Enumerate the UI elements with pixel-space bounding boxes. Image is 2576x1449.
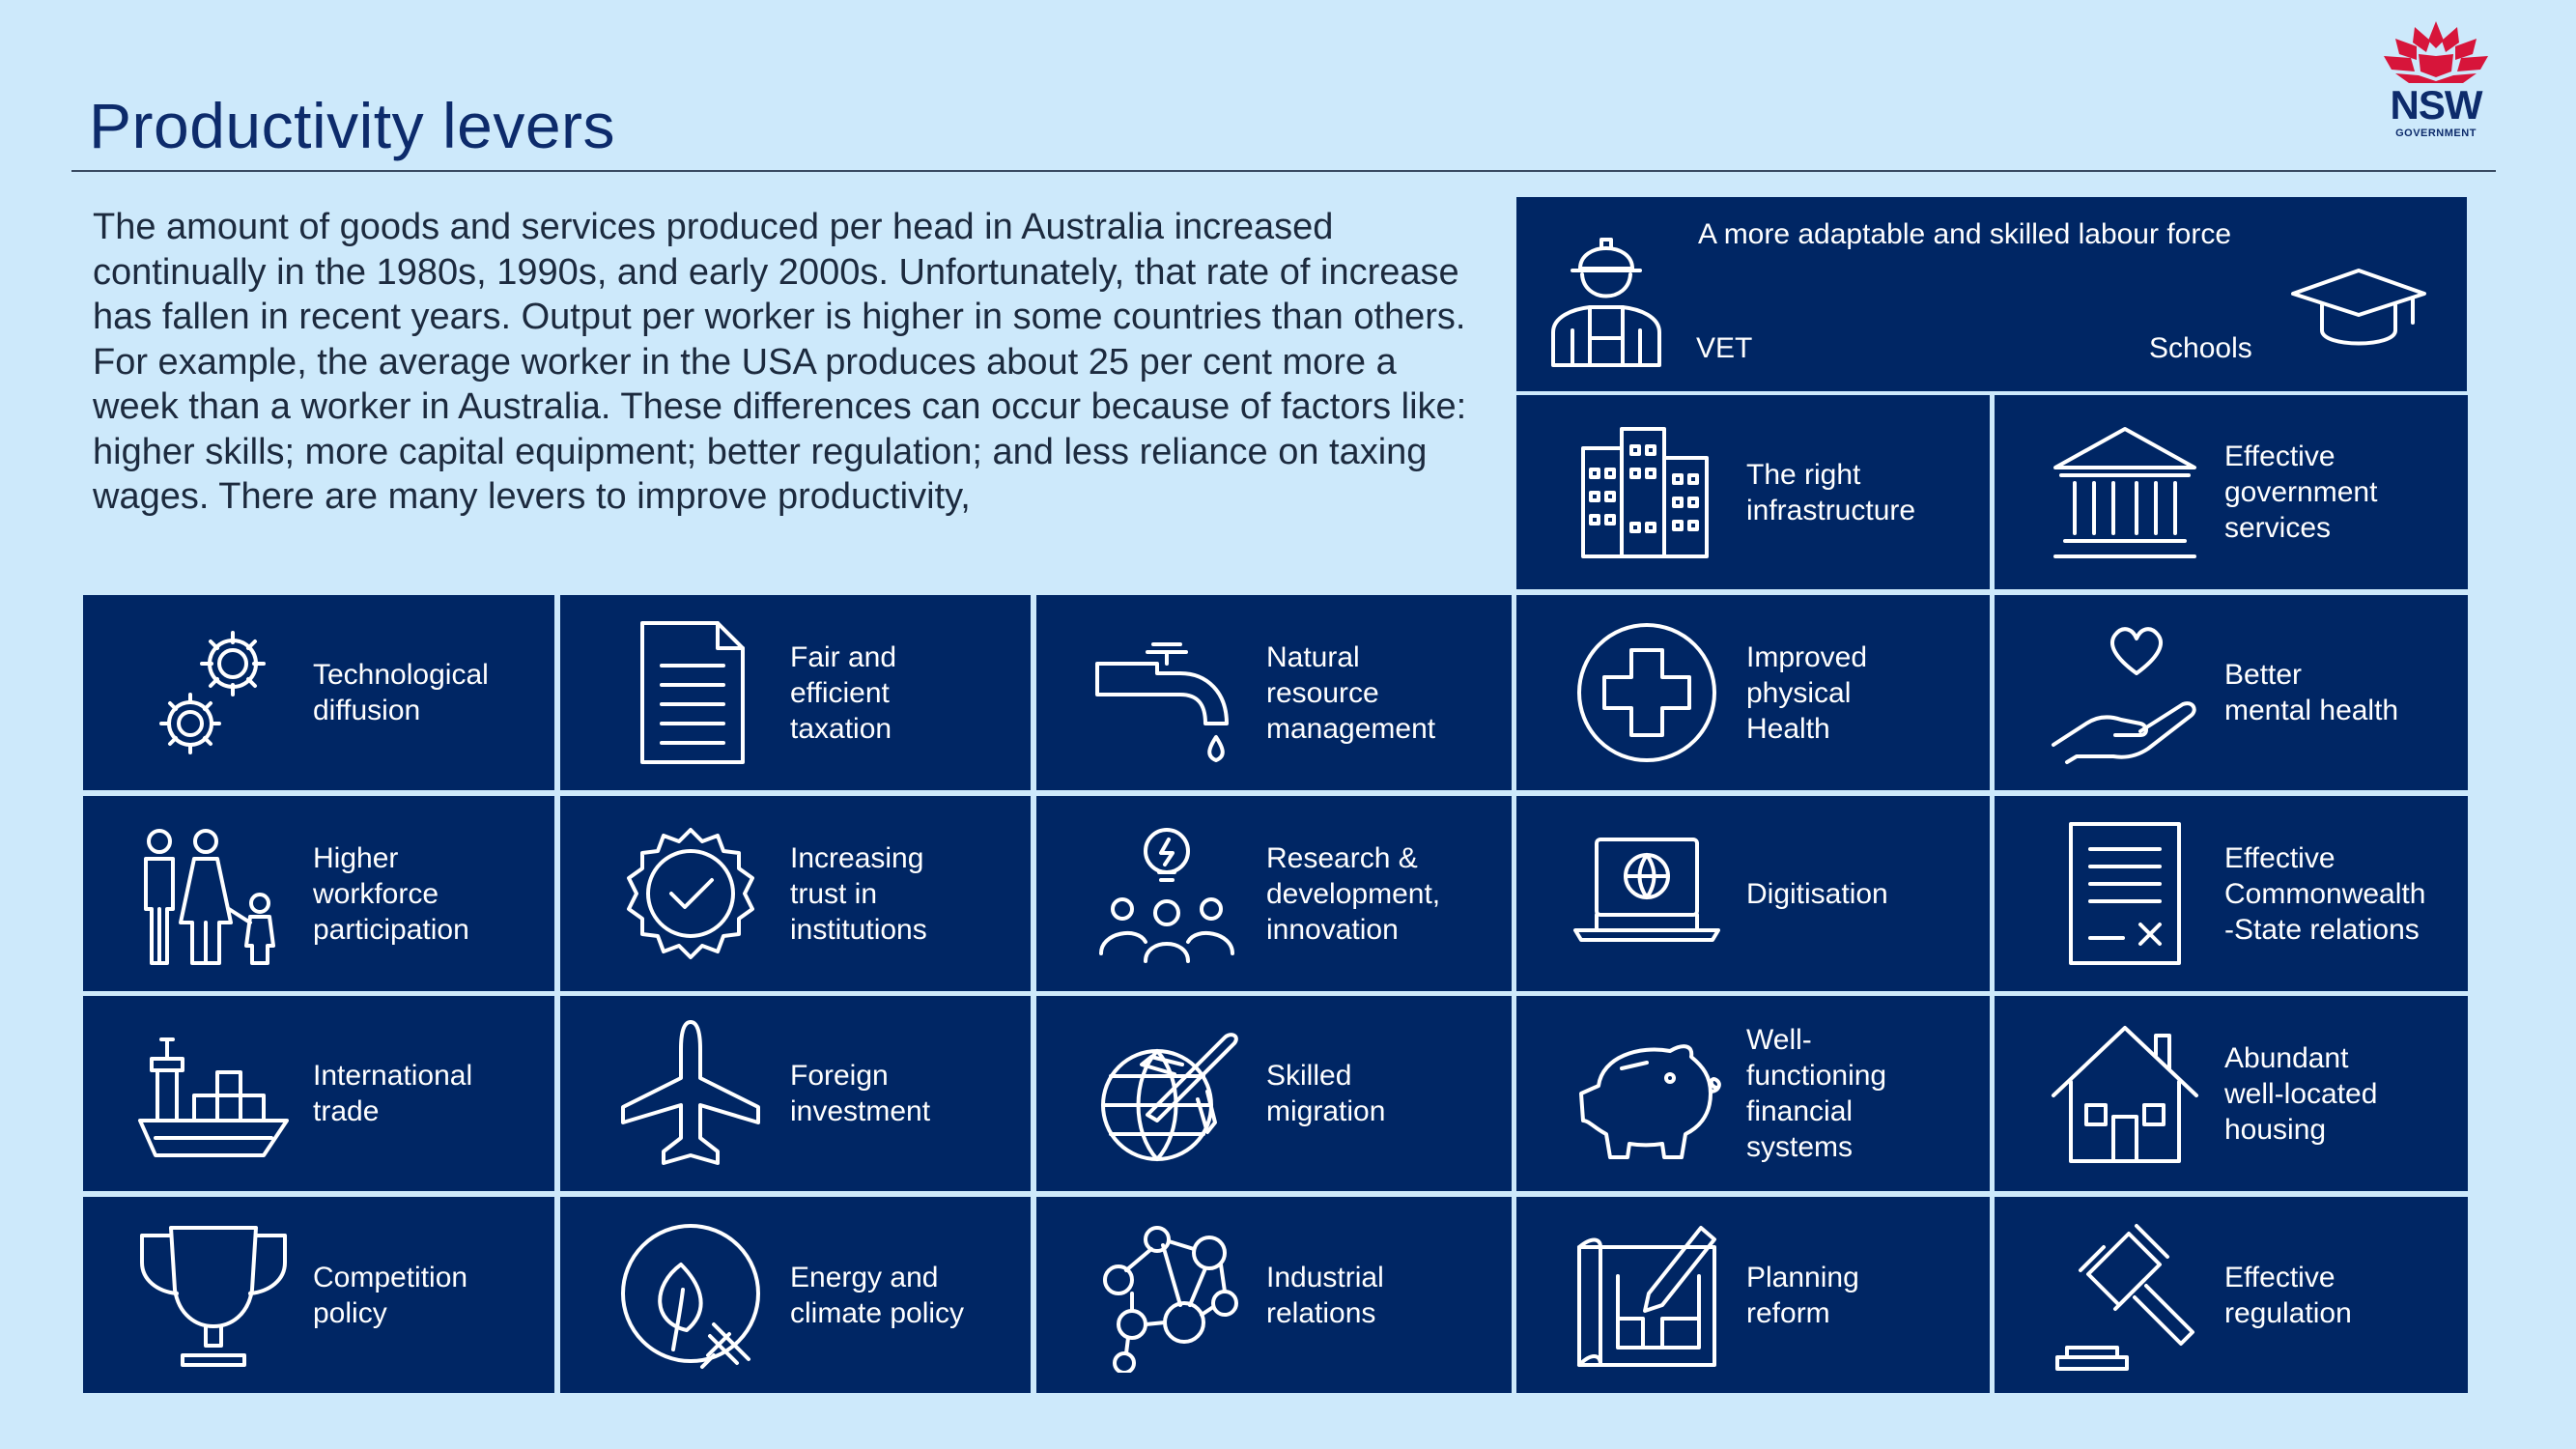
lever-tile: Technological diffusion — [83, 595, 554, 790]
lever-tile: Well- functioning financial systems — [1516, 996, 1990, 1191]
nsw-government-logo: NSW GOVERNMENT — [2376, 19, 2497, 145]
lever-label: Abundant well-located housing — [2224, 1041, 2378, 1146]
lever-label: Effective regulation — [2224, 1261, 2352, 1329]
badge-check-icon — [560, 796, 821, 991]
lever-label: Foreign investment — [790, 1060, 931, 1127]
lever-tile: Effective regulation — [1995, 1197, 2468, 1393]
page-title: Productivity levers — [89, 90, 616, 161]
lever-label: Higher workforce participation — [313, 841, 469, 946]
vet-label: VET — [1696, 332, 1753, 364]
network-icon — [1036, 1197, 1297, 1393]
lever-label: Fair and efficient taxation — [790, 640, 897, 745]
title-divider — [71, 170, 2496, 172]
lever-tile: Better mental health — [1995, 595, 2468, 790]
gavel-icon — [1995, 1197, 2255, 1393]
laptop-globe-icon — [1516, 796, 1777, 991]
piggy-bank-icon — [1516, 996, 1777, 1191]
lever-label: Improved physical Health — [1746, 640, 1868, 745]
lever-tile: Skilled migration — [1036, 996, 1512, 1191]
lever-label: The right infrastructure — [1746, 458, 1916, 526]
lever-tile: Improved physical Health — [1516, 595, 1990, 790]
lever-tile: Increasing trust in institutions — [560, 796, 1031, 991]
lever-tile: Higher workforce participation — [83, 796, 554, 991]
lever-label: International trade — [313, 1060, 473, 1127]
lever-label: Skilled migration — [1266, 1060, 1386, 1127]
heart-hand-icon — [1995, 595, 2255, 790]
lever-label: Better mental health — [2224, 659, 2399, 726]
lever-tile: Industrial relations — [1036, 1197, 1512, 1393]
lever-label: Planning reform — [1746, 1261, 1859, 1329]
lever-label: Effective Commonwealth -State relations — [2224, 841, 2426, 946]
lever-label: Well- functioning financial systems — [1746, 1024, 1887, 1163]
lever-tile: Energy and climate policy — [560, 1197, 1031, 1393]
labour-worker-icon — [1543, 224, 1669, 369]
lever-label: Digitisation — [1746, 877, 1888, 910]
labour-force-heading: A more adaptable and skilled labour forc… — [1698, 218, 2232, 250]
lever-label: Technological diffusion — [313, 659, 489, 726]
blueprint-icon — [1516, 1197, 1777, 1393]
lever-tile: Effective government services — [1995, 395, 2468, 589]
intro-paragraph: The amount of goods and services produce… — [93, 207, 1467, 517]
buildings-icon — [1516, 395, 1777, 589]
leaf-plug-icon — [560, 1197, 821, 1393]
mortarboard-icon — [2289, 267, 2429, 349]
airplane-icon — [560, 996, 821, 1191]
cargo-ship-icon — [83, 996, 344, 1191]
trophy-icon — [83, 1197, 344, 1393]
lever-label: Natural resource management — [1266, 640, 1436, 745]
document-icon — [560, 595, 821, 790]
schools-label: Schools — [2149, 332, 2252, 364]
waratah-icon — [2384, 21, 2488, 83]
medical-cross-icon — [1516, 595, 1777, 790]
lever-tile: Abundant well-located housing — [1995, 996, 2468, 1191]
lever-tile: International trade — [83, 996, 554, 1191]
family-icon — [83, 796, 344, 991]
lever-tile: Competition policy — [83, 1197, 554, 1393]
labour-force-banner — [1516, 197, 2467, 391]
lever-label: Increasing trust in institutions — [790, 841, 927, 946]
form-icon — [1995, 796, 2255, 991]
lever-tile: Natural resource management — [1036, 595, 1512, 790]
lever-tile: The right infrastructure — [1516, 395, 1990, 589]
lever-tile: Research & development, innovation — [1036, 796, 1512, 991]
globe-plane-icon — [1036, 996, 1297, 1191]
lever-tile: Effective Commonwealth -State relations — [1995, 796, 2468, 991]
lever-label: Competition policy — [313, 1261, 468, 1329]
government-building-icon — [1995, 395, 2255, 589]
lever-tile: Planning reform — [1516, 1197, 1990, 1393]
gears-icon — [83, 595, 344, 790]
lever-tile: Foreign investment — [560, 996, 1031, 1191]
tap-icon — [1036, 595, 1297, 790]
lever-label: Effective government services — [2224, 440, 2378, 544]
logo-government-text: GOVERNMENT — [2395, 128, 2477, 139]
house-icon — [1995, 996, 2255, 1191]
lever-tile: Fair and efficient taxation — [560, 595, 1031, 790]
team-idea-icon — [1036, 796, 1297, 991]
lever-tile: Digitisation — [1516, 796, 1990, 991]
lever-label: Research & development, innovation — [1266, 841, 1441, 946]
logo-nsw-text: NSW — [2390, 82, 2483, 128]
lever-label: Industrial relations — [1266, 1261, 1384, 1329]
lever-label: Energy and climate policy — [790, 1261, 965, 1329]
